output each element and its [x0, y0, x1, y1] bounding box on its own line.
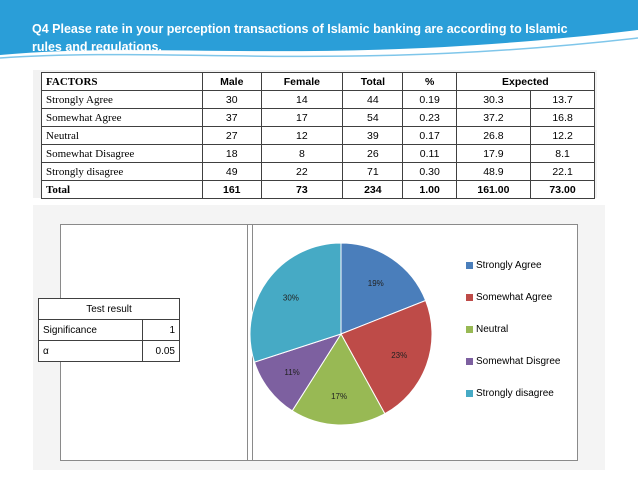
cell-pct: 1.00 — [402, 180, 457, 199]
table-row: Strongly Agree 30 14 44 0.19 30.3 13.7 — [41, 90, 595, 109]
cell-male: 161 — [202, 180, 262, 199]
cell-female: 14 — [260, 90, 344, 109]
cell-male: 37 — [202, 108, 262, 127]
cell-total: 44 — [342, 90, 404, 109]
test-result-title: Test result — [38, 298, 180, 320]
significance-label: Significance — [38, 319, 143, 341]
legend-label: Somewhat Agree — [476, 292, 553, 303]
legend-label: Somewhat Disgree — [476, 356, 561, 367]
header-expected: Expected — [455, 72, 596, 91]
table-row: Total 161 73 234 1.00 161.00 73.00 — [41, 180, 595, 199]
slice-label: 11% — [284, 368, 299, 377]
banner-wave-decoration — [0, 30, 638, 70]
cell-exp-male: 161.00 — [455, 180, 532, 199]
table-row: Strongly disagree 49 22 71 0.30 48.9 22.1 — [41, 162, 595, 181]
factors-table-panel: FACTORS Male Female Total % Expected Str… — [33, 70, 597, 199]
slice-label: 23% — [391, 351, 407, 360]
factor-cell: Somewhat Disagree — [41, 144, 203, 163]
cell-female: 73 — [260, 180, 344, 199]
cell-total: 71 — [342, 162, 404, 181]
cell-pct: 0.17 — [402, 126, 457, 145]
slice-label: 17% — [331, 392, 347, 401]
cell-exp-female: 16.8 — [530, 108, 595, 127]
cell-female: 22 — [260, 162, 344, 181]
slice-label: 19% — [368, 279, 384, 288]
slice-label: 30% — [283, 294, 299, 303]
factor-cell: Strongly Agree — [41, 90, 203, 109]
factor-cell: Total — [41, 180, 203, 199]
pie-slice — [249, 242, 342, 363]
cell-total: 54 — [342, 108, 404, 127]
cell-total: 234 — [342, 180, 404, 199]
factors-table: FACTORS Male Female Total % Expected Str… — [41, 72, 596, 199]
test-result-table: Test result Significance 1 α 0.05 — [38, 298, 180, 362]
cell-pct: 0.19 — [402, 90, 457, 109]
factor-cell: Neutral — [41, 126, 203, 145]
title-banner: Q4 Please rate in your perception transa… — [0, 0, 638, 70]
cell-exp-female: 22.1 — [530, 162, 595, 181]
slide-title: Q4 Please rate in your perception transa… — [32, 22, 568, 54]
header-male: Male — [202, 72, 262, 91]
factor-cell: Strongly disagree — [41, 162, 203, 181]
cell-exp-female: 73.00 — [530, 180, 595, 199]
legend-swatch — [466, 294, 473, 301]
pie-slice — [291, 333, 386, 426]
cell-male: 30 — [202, 90, 262, 109]
legend-label: Neutral — [476, 324, 509, 335]
legend-label: Strongly disagree — [476, 388, 554, 399]
alpha-label: α — [38, 340, 143, 362]
table-row: Somewhat Agree 37 17 54 0.23 37.2 16.8 — [41, 108, 595, 127]
legend-label: Strongly Agree — [476, 260, 542, 271]
alpha-value: 0.05 — [142, 340, 180, 362]
pie-slice — [340, 299, 433, 415]
legend-swatch — [466, 358, 473, 365]
cell-exp-male: 37.2 — [455, 108, 532, 127]
cell-exp-female: 12.2 — [530, 126, 595, 145]
legend-swatch — [466, 262, 473, 269]
table-row: Neutral 27 12 39 0.17 26.8 12.2 — [41, 126, 595, 145]
pie-slice — [340, 242, 427, 335]
cell-female: 17 — [260, 108, 344, 127]
cell-exp-male: 48.9 — [455, 162, 532, 181]
legend-swatch — [466, 390, 473, 397]
legend-swatch — [466, 326, 473, 333]
